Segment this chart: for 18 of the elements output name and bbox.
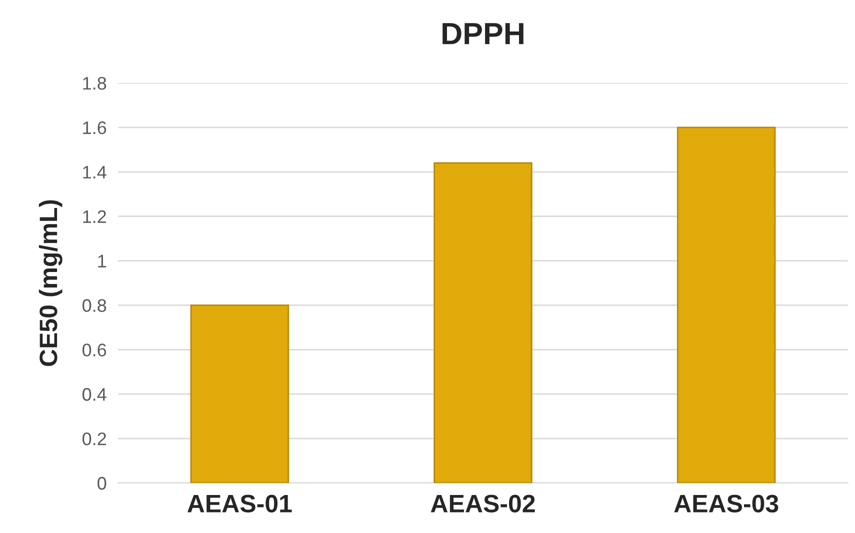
y-tick-label: 0.6 xyxy=(82,344,106,356)
chart-title: DPPH xyxy=(442,23,524,44)
bar xyxy=(190,304,290,483)
x-tick-label: AEAS-03 xyxy=(674,494,778,513)
y-tick-label: 1 xyxy=(98,254,106,268)
y-tick-label: 1.8 xyxy=(83,76,106,90)
y-tick-label: 0.2 xyxy=(82,432,106,446)
y-tick-label: 1.2 xyxy=(83,210,106,223)
y-tick-label: 0 xyxy=(98,476,106,490)
y-tick-label: 0.4 xyxy=(82,388,106,401)
y-tick-label: 0.8 xyxy=(82,299,106,312)
bar xyxy=(676,126,776,483)
x-tick-label: AEAS-02 xyxy=(430,494,535,512)
y-tick-label: 1.6 xyxy=(83,121,106,134)
y-tick-label: 1.4 xyxy=(83,166,106,178)
bar xyxy=(434,162,532,483)
x-tick-label: AEAS-01 xyxy=(187,494,292,512)
y-axis-title: CE50 (mg/mL) xyxy=(38,200,62,366)
